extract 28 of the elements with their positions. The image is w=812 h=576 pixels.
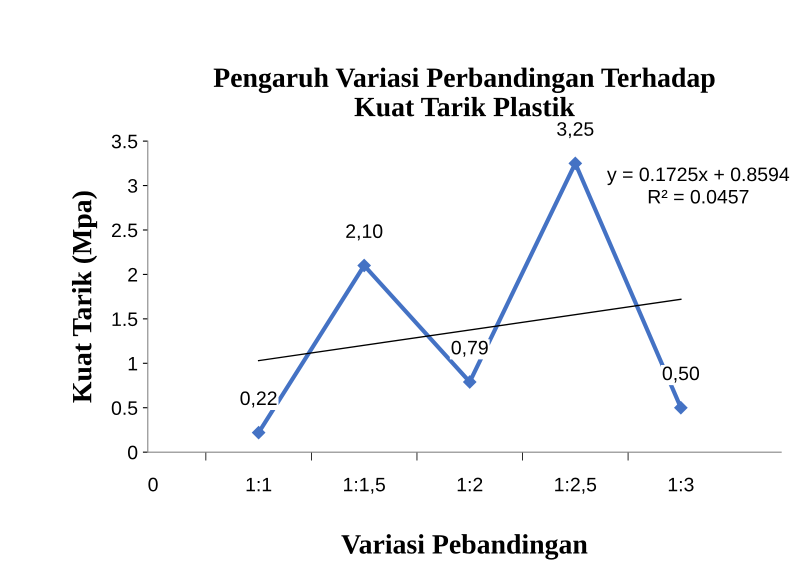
y-tick-label: 3.5: [112, 134, 138, 148]
y-tick-label: 2.5: [112, 223, 138, 238]
data-label: 0,79: [452, 340, 488, 357]
x-tick-label: 1:2,5: [555, 478, 596, 494]
x-tick-label: 1:2: [458, 478, 482, 492]
point: [463, 375, 476, 389]
y-tick-label: 2: [128, 268, 138, 282]
y-tick-label: 1.5: [112, 312, 138, 326]
x-tick-label: 1:1,5: [344, 478, 385, 494]
data-label: 0,22: [240, 391, 277, 408]
data-label: 3,25: [557, 122, 594, 138]
x-axis-title: Variasi Pebandingan: [341, 534, 588, 560]
data-label: 0,50: [662, 366, 700, 383]
y-tick-label: 0.5: [112, 401, 138, 415]
x-tick-label: 1:1: [246, 478, 272, 492]
x-tick-label: 0: [148, 478, 158, 492]
x-tick-label: 1:3: [668, 478, 694, 492]
point: [674, 401, 688, 414]
annotation: y = 0.1725x + 0.8594 R² = 0.0457: [607, 167, 790, 204]
point: [358, 258, 371, 272]
y-axis-title: Kuat Tarik (Mpa): [72, 191, 98, 403]
y-tick-label: 3: [128, 179, 138, 193]
chart-title: Pengaruh Variasi Perbandingan Terhadap Kuat Tarik Plastik: [214, 68, 715, 116]
data-label: 2,10: [346, 224, 382, 240]
y-tick-label: 0: [128, 446, 138, 460]
y-tick-label: 1: [128, 356, 138, 370]
point: [568, 156, 582, 170]
point: [252, 426, 266, 440]
